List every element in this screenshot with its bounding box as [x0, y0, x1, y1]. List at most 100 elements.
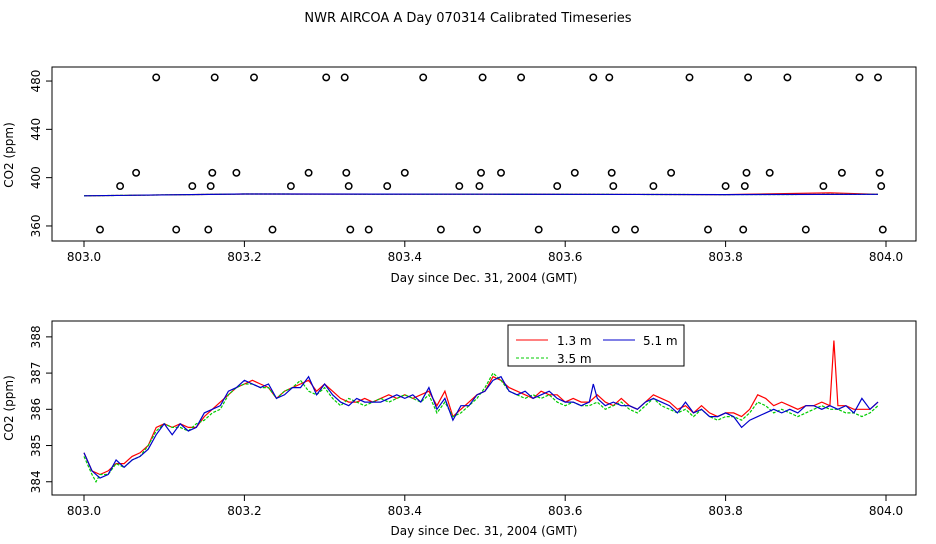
legend-label-3-5m: 3.5 m	[557, 352, 592, 366]
x-tick-label-0-3: 803.6	[548, 250, 582, 264]
y-tick-label-1-3: 387	[29, 362, 43, 385]
x-tick-label-1-3: 803.6	[548, 504, 582, 518]
data-point-marker-54	[837, 168, 846, 177]
y-tick-label-0-3: 480	[29, 70, 43, 93]
data-point-marker-41	[649, 182, 658, 191]
data-point-marker-24	[436, 225, 445, 234]
series-line-1-1	[83, 372, 879, 484]
data-point-marker-9	[210, 73, 219, 82]
y-tick-label-1-2: 386	[29, 398, 43, 421]
data-point-marker-21	[383, 182, 392, 191]
legend: 1.3 m 3.5 m 5.1 m	[507, 324, 685, 367]
data-point-marker-34	[570, 168, 579, 177]
data-point-marker-50	[765, 168, 774, 177]
data-point-marker-45	[721, 182, 730, 191]
bottom-panel: 803.0 803.2 803.4 803.6 803.8 804.0 384 385 386…	[2, 320, 917, 538]
x-tick-label-1-1: 803.2	[227, 504, 261, 518]
data-point-marker-20	[364, 225, 373, 234]
legend-box	[507, 324, 685, 367]
data-point-marker-42	[667, 168, 676, 177]
data-point-marker-16	[340, 73, 349, 82]
bottom-y-axis-label: CO2 (ppm)	[2, 375, 16, 441]
bottom-series-lines	[83, 340, 879, 484]
data-point-marker-19	[346, 225, 355, 234]
data-point-marker-39	[611, 225, 620, 234]
legend-label-1-3m: 1.3 m	[557, 334, 592, 348]
x-tick-label-1-4: 803.8	[708, 504, 742, 518]
y-tick-label-0-1: 400	[29, 166, 43, 189]
data-point-marker-49	[744, 73, 753, 82]
series-line-0-2	[83, 193, 879, 197]
data-point-marker-29	[478, 73, 487, 82]
top-y-axis: 360 400 440 480	[29, 70, 53, 238]
bottom-plot-frame	[51, 320, 917, 496]
data-point-marker-52	[801, 225, 810, 234]
data-point-marker-28	[477, 168, 485, 177]
data-point-marker-13	[286, 182, 295, 191]
data-point-marker-4	[172, 225, 181, 234]
y-tick-label-0-0: 360	[29, 215, 43, 238]
x-tick-label-0-0: 803.0	[67, 250, 101, 264]
series-line-1-0	[83, 340, 879, 476]
top-y-axis-label: CO2 (ppm)	[2, 122, 16, 188]
top-plot-frame	[51, 66, 917, 242]
data-point-marker-30	[497, 168, 505, 177]
data-point-marker-12	[268, 225, 277, 234]
data-point-marker-38	[609, 182, 618, 191]
data-point-marker-6	[204, 225, 213, 234]
x-tick-label-0-1: 803.2	[227, 250, 261, 264]
data-point-marker-40	[631, 225, 639, 234]
data-point-marker-58	[877, 182, 886, 191]
chart-title: NWR AIRCOA A Day 070314 Calibrated Times…	[304, 11, 631, 26]
data-point-marker-57	[875, 168, 884, 177]
data-point-marker-37	[607, 168, 616, 177]
data-point-marker-14	[304, 168, 313, 177]
x-tick-label-0-5: 804.0	[869, 250, 903, 264]
data-point-marker-53	[819, 182, 828, 191]
data-point-marker-3	[152, 73, 161, 82]
data-point-marker-59	[878, 225, 887, 234]
data-point-marker-56	[874, 73, 882, 82]
data-point-marker-27	[475, 182, 484, 191]
data-point-marker-32	[534, 225, 543, 234]
x-tick-label-1-0: 803.0	[67, 504, 101, 518]
data-point-marker-55	[855, 73, 864, 82]
top-x-axis: 803.0 803.2 803.4 803.6 803.8 804.0	[67, 240, 903, 264]
y-tick-label-1-4: 388	[29, 325, 43, 348]
bottom-y-axis: 384 385 386 387 388	[29, 325, 53, 493]
data-point-marker-11	[250, 73, 258, 82]
data-point-marker-26	[473, 225, 481, 234]
data-point-marker-35	[589, 73, 598, 82]
data-point-marker-25	[455, 182, 464, 191]
legend-label-5-1m: 5.1 m	[643, 334, 678, 348]
top-markers	[96, 73, 887, 234]
data-point-marker-23	[419, 73, 428, 82]
data-point-marker-2	[132, 168, 141, 177]
data-point-marker-18	[344, 182, 353, 191]
data-point-marker-22	[400, 168, 409, 177]
data-point-marker-36	[605, 73, 614, 82]
data-point-marker-8	[208, 168, 217, 177]
bottom-x-axis: 803.0 803.2 803.4 803.6 803.8 804.0	[67, 494, 903, 518]
y-tick-label-1-0: 384	[29, 470, 43, 493]
top-x-axis-label: Day since Dec. 31, 2004 (GMT)	[391, 271, 578, 285]
data-point-marker-5	[188, 182, 197, 191]
data-point-marker-31	[517, 73, 526, 82]
series-line-1-2	[83, 375, 879, 479]
y-tick-label-1-1: 385	[29, 434, 43, 457]
top-panel: 803.0 803.2 803.4 803.6 803.8 804.0 360 400 440…	[2, 66, 917, 285]
data-point-marker-48	[742, 168, 751, 177]
top-series-lines	[83, 192, 879, 197]
data-point-marker-46	[739, 225, 748, 234]
x-tick-label-0-4: 803.8	[708, 250, 742, 264]
data-point-marker-47	[740, 182, 749, 191]
data-point-marker-0	[96, 225, 104, 234]
data-point-marker-10	[232, 168, 241, 177]
bottom-x-axis-label: Day since Dec. 31, 2004 (GMT)	[391, 524, 578, 538]
data-point-marker-33	[553, 182, 562, 191]
data-point-marker-51	[783, 73, 792, 82]
data-point-marker-1	[116, 182, 125, 191]
data-point-marker-44	[704, 225, 712, 234]
